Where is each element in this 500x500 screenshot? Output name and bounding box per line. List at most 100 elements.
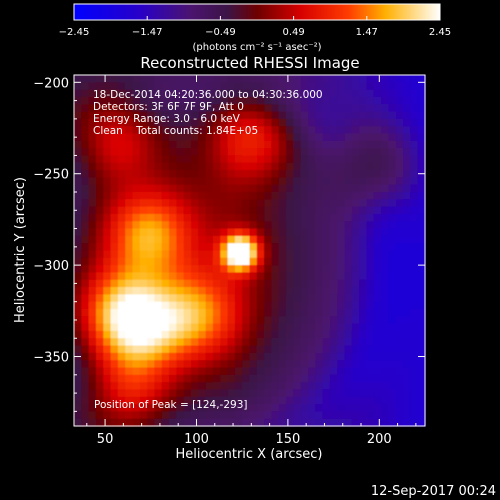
heatmap-cell: [132, 265, 141, 274]
heatmap-cell: [117, 82, 126, 91]
heatmap-cell: [205, 382, 214, 391]
heatmap-cell: [417, 111, 426, 120]
heatmap-cell: [373, 82, 382, 91]
heatmap-cell: [147, 309, 156, 317]
heatmap-cell: [88, 82, 97, 91]
heatmap-cell: [147, 257, 156, 266]
heatmap-cell: [154, 250, 163, 259]
heatmap-cell: [256, 272, 265, 281]
heatmap-cell: [139, 345, 148, 354]
heatmap-cell: [234, 404, 243, 412]
heatmap-cell: [278, 279, 287, 288]
heatmap-cell: [205, 250, 214, 259]
heatmap-cell: [132, 177, 141, 186]
heatmap-cell: [74, 250, 82, 259]
heatmap-cell: [373, 199, 382, 208]
heatmap-cell: [117, 316, 126, 325]
heatmap-cell: [373, 75, 382, 83]
heatmap-cell: [169, 418, 177, 427]
heatmap-cell: [234, 89, 243, 98]
heatmap-cell: [191, 82, 199, 91]
heatmap-cell: [242, 309, 251, 317]
heatmap-cell: [139, 177, 148, 186]
heatmap-cell: [286, 360, 294, 369]
heatmap-cell: [388, 352, 397, 361]
heatmap-cell: [329, 89, 338, 98]
heatmap-cell: [242, 170, 251, 178]
heatmap-cell: [329, 213, 338, 222]
heatmap-cell: [147, 228, 156, 237]
heatmap-cell: [381, 243, 390, 252]
heatmap-cell: [286, 338, 294, 347]
heatmap-cell: [271, 126, 280, 135]
heatmap-cell: [366, 301, 375, 310]
heatmap-cell: [198, 309, 207, 317]
heatmap-cell: [198, 89, 207, 98]
heatmap-cell: [176, 396, 185, 405]
heatmap-cell: [359, 235, 368, 244]
heatmap-cell: [103, 389, 112, 398]
heatmap-cell: [103, 265, 112, 274]
heatmap-cell: [139, 206, 148, 215]
heatmap-cell: [264, 418, 273, 427]
heatmap-cell: [212, 265, 221, 274]
heatmap-cell: [103, 352, 112, 361]
heatmap-cell: [147, 235, 156, 244]
heatmap-cell: [103, 155, 112, 164]
heatmap-cell: [88, 155, 97, 164]
heatmap-cell: [161, 177, 170, 186]
heatmap-cell: [293, 309, 302, 317]
heatmap-cell: [249, 294, 258, 303]
heatmap-cell: [88, 309, 97, 317]
heatmap-cell: [212, 170, 221, 178]
heatmap-cell: [205, 360, 214, 369]
heatmap-cell: [161, 316, 170, 325]
heatmap-cell: [403, 265, 411, 274]
heatmap-cell: [117, 418, 126, 427]
heatmap-cell: [176, 206, 185, 215]
heatmap-cell: [117, 126, 126, 135]
heatmap-cell: [125, 184, 134, 193]
heatmap-cell: [147, 162, 156, 171]
heatmap-cell: [256, 374, 265, 383]
heatmap-cell: [161, 287, 170, 295]
heatmap-cell: [308, 104, 316, 113]
heatmap-cell: [300, 82, 309, 91]
heatmap-cell: [81, 243, 90, 252]
heatmap-cell: [242, 133, 251, 142]
heatmap-cell: [198, 287, 207, 295]
heatmap-cell: [308, 162, 316, 171]
heatmap-cell: [249, 257, 258, 266]
plot-title: Reconstructed RHESSI Image: [140, 54, 359, 72]
heatmap-cell: [88, 360, 97, 369]
heatmap-cell: [264, 243, 273, 252]
heatmap-cell: [169, 177, 177, 186]
heatmap-cell: [95, 382, 104, 391]
heatmap-cell: [95, 367, 104, 376]
heatmap-cell: [220, 323, 229, 332]
heatmap-cell: [169, 360, 177, 369]
heatmap-cell: [191, 170, 199, 178]
heatmap-cell: [161, 75, 170, 83]
heatmap-cell: [249, 411, 258, 420]
heatmap-cell: [322, 155, 331, 164]
heatmap-cell: [329, 257, 338, 266]
heatmap-cell: [220, 250, 229, 259]
heatmap-cell: [359, 104, 368, 113]
heatmap-cell: [344, 345, 353, 354]
heatmap-cell: [110, 111, 119, 120]
heatmap-cell: [198, 323, 207, 332]
heatmap-cell: [322, 96, 331, 105]
heatmap-cell: [278, 411, 287, 420]
heatmap-cell: [88, 213, 97, 222]
heatmap-cell: [227, 170, 236, 178]
heatmap-cell: [161, 133, 170, 142]
heatmap-cell: [256, 206, 265, 215]
heatmap-cell: [95, 162, 104, 171]
heatmap-cell: [337, 418, 346, 427]
heatmap-cell: [249, 162, 258, 171]
heatmap-cell: [161, 382, 170, 391]
heatmap-cell: [337, 140, 346, 149]
heatmap-cell: [117, 192, 126, 200]
heatmap-cell: [74, 228, 82, 237]
